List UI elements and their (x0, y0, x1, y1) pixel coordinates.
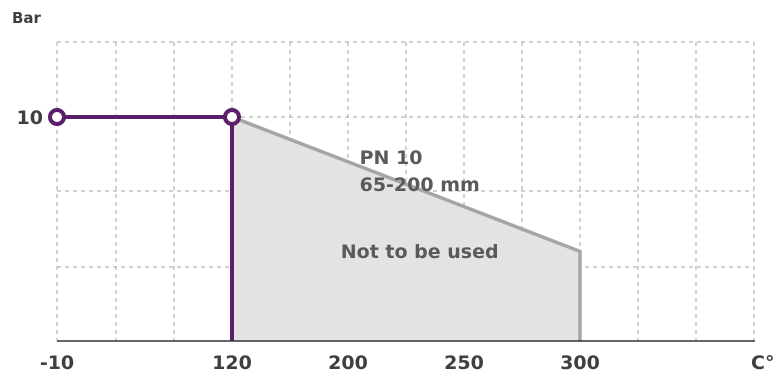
x-tick-label: 300 (560, 352, 600, 373)
y-tick-labels: 10 (17, 107, 43, 129)
x-tick-label: 200 (328, 352, 368, 373)
pressure-temperature-limit-line (57, 115, 234, 341)
y-axis-title: Bar (12, 9, 42, 27)
area-outline (231, 115, 582, 341)
annotation-text: 65-200 mm (360, 174, 480, 196)
x-tick-label: 250 (444, 352, 484, 373)
data-point-marker (48, 108, 66, 126)
annotation-text: Not to be used (341, 241, 499, 263)
not-to-be-used-region (231, 115, 582, 341)
data-point-marker (223, 108, 241, 126)
markers (48, 108, 241, 126)
annotation-text: PN 10 (360, 147, 423, 169)
x-axis-title: C° (751, 352, 774, 373)
y-tick-label: 10 (17, 107, 43, 129)
x-tick-labels: -10 120 200 250 300 (40, 352, 600, 373)
x-tick-label: -10 (40, 352, 74, 373)
area-fill (232, 117, 580, 341)
x-tick-label: 120 (212, 352, 252, 373)
limit-line (57, 115, 234, 341)
annotations: PN 10 65-200 mm Not to be used (341, 147, 499, 263)
